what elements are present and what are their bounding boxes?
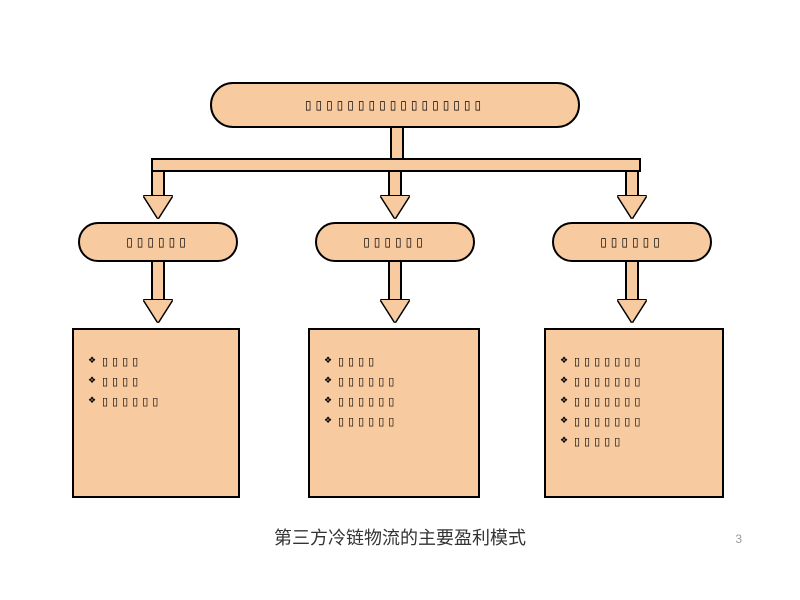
detail-box-0: ▯▯▯▯▯▯▯▯▯▯▯▯▯▯ bbox=[72, 328, 240, 498]
detail-list-item: ▯▯▯▯ bbox=[324, 355, 466, 368]
detail-list-item: ▯▯▯▯▯▯ bbox=[324, 375, 466, 388]
detail-list-item: ▯▯▯▯▯▯ bbox=[324, 415, 466, 428]
connector-hbar-cap-left bbox=[151, 158, 153, 172]
branch-node-label: ▯▯▯▯▯▯ bbox=[600, 235, 664, 249]
connector-midbox-0 bbox=[151, 262, 165, 300]
detail-list-item: ▯▯▯▯▯▯ bbox=[324, 395, 466, 408]
connector-midbox-head-0 bbox=[144, 300, 172, 322]
branch-node-0: ▯▯▯▯▯▯ bbox=[78, 222, 238, 262]
branch-node-1: ▯▯▯▯▯▯ bbox=[315, 222, 475, 262]
connector-drop-0 bbox=[151, 172, 165, 196]
detail-list-item: ▯▯▯▯▯ bbox=[560, 435, 710, 448]
connector-drop-1 bbox=[388, 172, 402, 196]
detail-list-item: ▯▯▯▯▯▯▯ bbox=[560, 415, 710, 428]
detail-list-item: ▯▯▯▯▯▯▯ bbox=[560, 375, 710, 388]
detail-box-1: ▯▯▯▯▯▯▯▯▯▯▯▯▯▯▯▯▯▯▯▯▯▯ bbox=[308, 328, 480, 498]
connector-drop-2 bbox=[625, 172, 639, 196]
branch-node-label: ▯▯▯▯▯▯ bbox=[363, 235, 427, 249]
slide-caption: 第三方冷链物流的主要盈利模式 bbox=[0, 524, 800, 550]
detail-list: ▯▯▯▯▯▯▯▯▯▯▯▯▯▯ bbox=[88, 355, 226, 408]
connector-hbar-cap-right bbox=[639, 158, 641, 172]
detail-list-item: ▯▯▯▯▯▯ bbox=[88, 395, 226, 408]
branch-node-2: ▯▯▯▯▯▯ bbox=[552, 222, 712, 262]
detail-list-item: ▯▯▯▯▯▯▯ bbox=[560, 395, 710, 408]
root-node-label: ▯▯▯▯▯▯▯▯▯▯▯▯▯▯▯▯▯ bbox=[305, 98, 485, 112]
page-number: 3 bbox=[735, 532, 742, 546]
connector-hbar bbox=[151, 158, 641, 172]
connector-drop-head-0 bbox=[144, 196, 172, 218]
connector-midbox-2 bbox=[625, 262, 639, 300]
connector-drop-head-1 bbox=[381, 196, 409, 218]
connector-drop-head-2 bbox=[618, 196, 646, 218]
detail-list: ▯▯▯▯▯▯▯▯▯▯▯▯▯▯▯▯▯▯▯▯▯▯▯▯▯▯▯▯▯▯▯▯▯ bbox=[560, 355, 710, 448]
detail-box-2: ▯▯▯▯▯▯▯▯▯▯▯▯▯▯▯▯▯▯▯▯▯▯▯▯▯▯▯▯▯▯▯▯▯ bbox=[544, 328, 724, 498]
detail-list: ▯▯▯▯▯▯▯▯▯▯▯▯▯▯▯▯▯▯▯▯▯▯ bbox=[324, 355, 466, 428]
detail-list-item: ▯▯▯▯ bbox=[88, 355, 226, 368]
connector-top-stem bbox=[390, 128, 404, 158]
detail-list-item: ▯▯▯▯▯▯▯ bbox=[560, 355, 710, 368]
connector-midbox-1 bbox=[388, 262, 402, 300]
connector-midbox-head-1 bbox=[381, 300, 409, 322]
connector-midbox-head-2 bbox=[618, 300, 646, 322]
branch-node-label: ▯▯▯▯▯▯ bbox=[126, 235, 190, 249]
detail-list-item: ▯▯▯▯ bbox=[88, 375, 226, 388]
root-node: ▯▯▯▯▯▯▯▯▯▯▯▯▯▯▯▯▯ bbox=[210, 82, 580, 128]
